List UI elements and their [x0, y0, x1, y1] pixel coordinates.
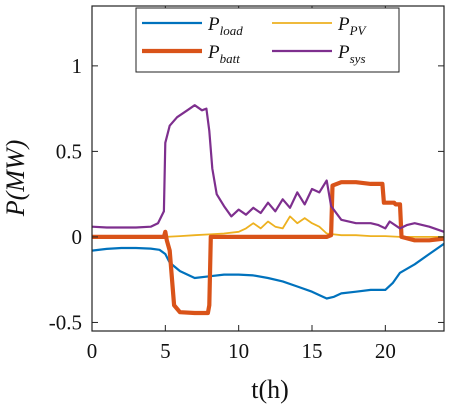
- legend: Pload PPV Pbatt Psys: [135, 7, 400, 73]
- x-tick-label: 15: [302, 339, 323, 363]
- legend-entry-batt: Pbatt: [142, 42, 240, 66]
- series-line-sys: [92, 104, 444, 233]
- y-tick-label: 0.5: [56, 139, 82, 163]
- series-line-batt: [92, 180, 444, 316]
- legend-label: PPV: [337, 14, 368, 38]
- x-tick-label: 5: [160, 339, 171, 363]
- legend-label: Pload: [207, 14, 243, 38]
- legend-box: [135, 7, 400, 73]
- series-line-load: [92, 242, 444, 300]
- series-layer: [92, 104, 444, 316]
- x-tick-label: 20: [375, 339, 396, 363]
- ticks-layer: 0 5 10 15 20-0.500.51: [49, 6, 444, 363]
- y-tick-label: 0: [72, 225, 83, 249]
- legend-entry-PV: PPV: [272, 14, 368, 38]
- x-axis-title: t(h): [251, 375, 289, 404]
- legend-entry-sys: Psys: [272, 42, 366, 66]
- legend-entry-load: Pload: [142, 14, 243, 38]
- y-tick-label: -0.5: [49, 310, 82, 334]
- y-axis-title: P(MW): [1, 140, 30, 218]
- y-tick-label: 1: [72, 54, 83, 78]
- legend-label: Psys: [337, 42, 366, 66]
- series-line-PV: [92, 215, 444, 238]
- x-tick-label: 0: [87, 339, 98, 363]
- plot-area-frame: [91, 5, 445, 332]
- x-tick-label: 10: [228, 339, 249, 363]
- legend-label: Pbatt: [207, 42, 240, 66]
